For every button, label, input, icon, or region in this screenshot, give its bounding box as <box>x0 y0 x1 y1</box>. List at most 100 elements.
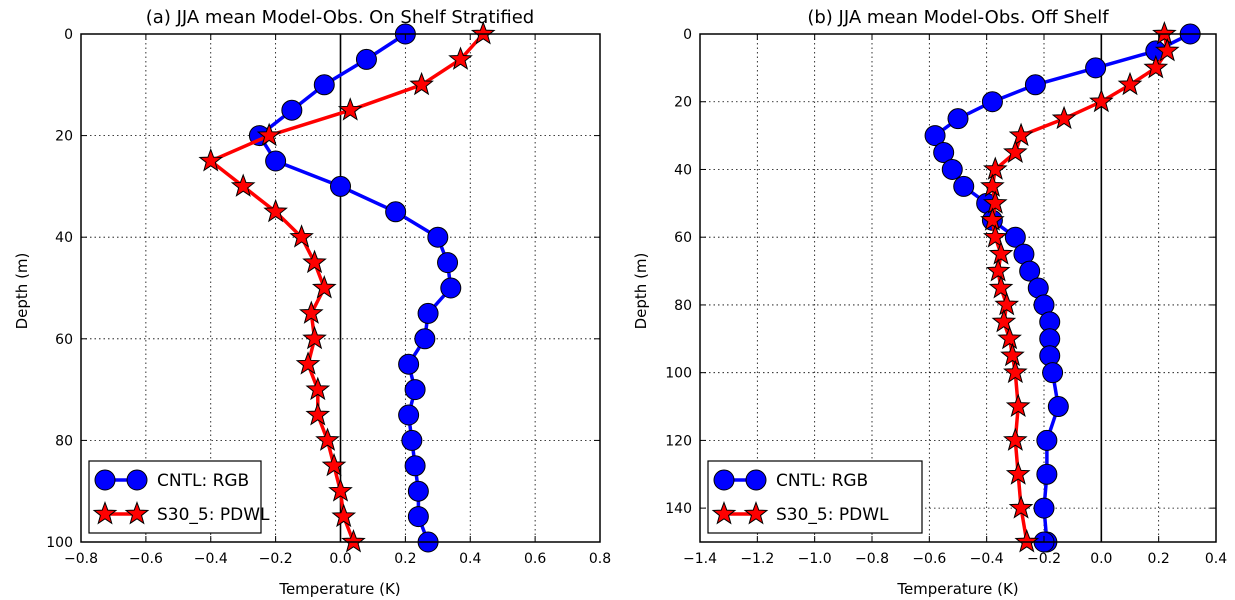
data-point-star <box>1117 71 1143 96</box>
data-point-star <box>1005 393 1031 418</box>
legend-marker <box>92 501 118 525</box>
y-tick-label: 0 <box>683 27 692 43</box>
data-point-circle <box>437 252 459 274</box>
data-point-star <box>305 376 331 401</box>
x-tick-label: −0.6 <box>912 551 946 567</box>
data-point-circle <box>281 99 303 121</box>
x-tick-label: −0.2 <box>1027 551 1061 567</box>
data-point-star <box>263 198 288 223</box>
data-point-circle <box>1047 396 1069 418</box>
data-point-star <box>299 300 324 324</box>
data-point-circle <box>427 226 449 248</box>
legend-box <box>88 460 262 534</box>
data-point-star <box>988 275 1014 299</box>
legend-marker <box>713 469 735 491</box>
y-tick-label: 60 <box>674 230 692 246</box>
x-tick-label: −0.8 <box>855 551 889 567</box>
data-point-circle <box>1033 497 1055 519</box>
legend-marker <box>124 501 150 525</box>
x-tick-label: −0.6 <box>129 551 163 567</box>
panel-a-legend: CNTL: RGB S30_5: PDWL <box>88 460 270 534</box>
panel-b-ticks: −1.4 −1.2 −1.0 −0.8 −0.6 −0.4 −0.2 0.0 0.2 0.4 0 20… <box>665 27 1227 567</box>
panel-b: (b) JJA mean Model-Obs. Off Shelf Temper… <box>632 7 1227 598</box>
legend-marker <box>711 501 737 525</box>
data-point-star <box>315 427 340 451</box>
data-point-star <box>331 503 357 528</box>
data-point-circle <box>440 277 462 299</box>
data-point-circle <box>953 175 975 197</box>
data-point-circle <box>1036 429 1058 451</box>
data-point-circle <box>330 175 351 197</box>
data-point-star <box>1089 88 1114 113</box>
data-point-star <box>321 452 347 477</box>
legend-label: CNTL: RGB <box>157 471 249 491</box>
data-point-circle <box>355 48 377 70</box>
data-point-star <box>289 224 314 248</box>
legend-label: S30_5: PDWL <box>776 505 889 525</box>
data-point-star <box>991 308 1017 333</box>
panel-b-legend: CNTL: RGB S30_5: PDWL <box>707 460 923 534</box>
data-point-star <box>980 207 1005 231</box>
panel-b-title: (b) JJA mean Model-Obs. Off Shelf <box>807 7 1109 28</box>
data-point-circle <box>404 379 426 401</box>
x-tick-label: 0.0 <box>1090 551 1112 567</box>
legend-label: CNTL: RGB <box>776 471 868 491</box>
y-tick-label: 140 <box>665 501 692 517</box>
y-tick-label: 20 <box>674 95 692 111</box>
x-tick-label: 0.4 <box>1205 551 1227 567</box>
data-point-circle <box>404 455 426 477</box>
panel-b-xlabel: Temperature (K) <box>896 580 1018 598</box>
y-tick-label: 100 <box>46 535 73 551</box>
data-point-star <box>1152 21 1177 45</box>
data-point-circle <box>417 302 439 324</box>
x-tick-label: 0.8 <box>589 551 611 567</box>
panel-b-series <box>924 21 1201 553</box>
data-point-star <box>302 249 327 274</box>
data-point-star <box>994 291 1020 316</box>
data-point-circle <box>933 142 955 164</box>
panel-a: (a) JJA mean Model-Obs. On Shelf Stratif… <box>13 7 611 598</box>
data-point-star <box>341 529 366 553</box>
y-tick-label: 120 <box>665 433 692 449</box>
panel-a-ticks: −0.8 −0.6 −0.4 −0.2 0.0 0.2 0.4 0.6 0.8 0 20 40 60 80… <box>46 27 611 567</box>
y-tick-label: 60 <box>55 332 73 348</box>
data-point-star <box>311 275 337 299</box>
y-tick-label: 0 <box>64 27 73 43</box>
data-point-circle <box>1004 226 1026 248</box>
data-point-circle <box>981 91 1003 113</box>
data-point-circle <box>407 506 429 528</box>
panel-a-title: (a) JJA mean Model-Obs. On Shelf Stratif… <box>146 7 534 28</box>
x-tick-label: −1.2 <box>740 551 774 567</box>
data-point-star <box>1154 37 1180 62</box>
data-point-circle <box>1042 362 1064 384</box>
data-point-circle <box>1024 74 1046 96</box>
y-tick-label: 40 <box>674 162 692 178</box>
data-point-star <box>1008 495 1034 519</box>
data-point-circle <box>398 404 420 426</box>
data-point-circle <box>313 74 335 96</box>
data-point-star <box>295 351 321 375</box>
legend-marker <box>94 469 116 491</box>
data-point-star <box>982 190 1008 214</box>
panel-a-ylabel: Depth (m) <box>13 253 31 330</box>
data-point-circle <box>265 150 287 172</box>
y-tick-label: 80 <box>674 298 692 314</box>
x-tick-label: 0.0 <box>329 551 351 567</box>
y-tick-label: 80 <box>55 433 73 449</box>
data-point-star <box>328 478 353 502</box>
data-point-star <box>470 21 496 45</box>
panel-b-grid <box>700 34 1216 542</box>
data-point-star <box>1014 529 1040 553</box>
data-point-star <box>1003 427 1028 451</box>
panel-a-xlabel: Temperature (K) <box>278 580 400 598</box>
data-point-star <box>302 325 327 350</box>
panel-a-grid <box>81 34 600 542</box>
x-tick-label: 0.2 <box>394 551 416 567</box>
data-point-star <box>1143 54 1169 79</box>
data-point-star <box>1008 122 1034 147</box>
data-point-star <box>988 241 1014 265</box>
data-point-circle <box>1019 260 1041 282</box>
data-point-star <box>985 258 1011 282</box>
data-point-star <box>1003 359 1028 384</box>
